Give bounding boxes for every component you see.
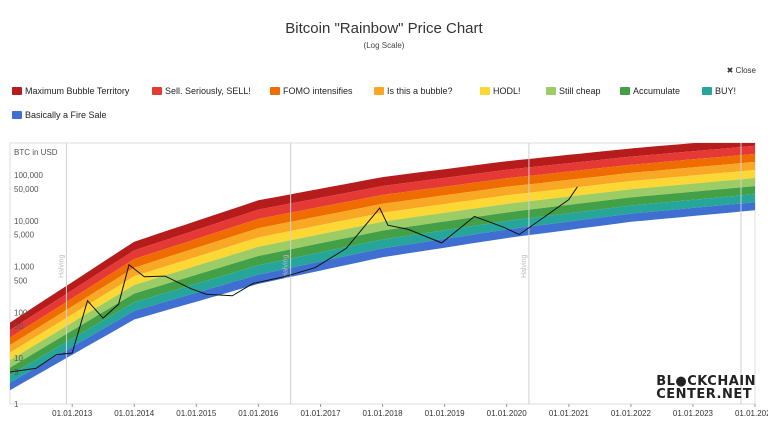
halving-label: Halving (283, 255, 290, 278)
y-axis-title: BTC in USD (14, 148, 58, 157)
x-tick-label: 01.01.2018 (363, 409, 404, 418)
legend-label: Accumulate (633, 86, 681, 96)
y-tick-label: 10 (14, 354, 23, 363)
legend-swatch (270, 87, 280, 95)
legend-swatch (620, 87, 630, 95)
x-tick-label: 01.01.2022 (611, 409, 652, 418)
x-tick-label: 01.01.2023 (673, 409, 714, 418)
legend-label: HODL! (493, 86, 521, 96)
y-tick-label: 1,000 (14, 263, 35, 272)
x-tick-label: 01.01.2016 (238, 409, 279, 418)
legend-item-4[interactable]: Is this a bubble? (374, 86, 453, 96)
legend-swatch (702, 87, 712, 95)
y-tick-label: 5 (14, 368, 19, 377)
y-tick-label: 100 (14, 308, 28, 317)
x-tick-label: 01.01.2024 (735, 409, 768, 418)
legend-swatch (374, 87, 384, 95)
legend-label: BUY! (715, 86, 737, 96)
y-tick-label: 50 (14, 322, 23, 331)
x-tick-label: 01.01.2020 (487, 409, 528, 418)
x-tick-label: 01.01.2019 (425, 409, 466, 418)
rainbow-band-1 (10, 143, 755, 331)
legend-label: Maximum Bubble Territory (25, 86, 130, 96)
legend-swatch (546, 87, 556, 95)
brand-line-2: CENTER.NET (656, 387, 753, 402)
y-tick-label: 1 (14, 400, 19, 409)
legend-swatch (152, 87, 162, 95)
y-tick-label: 5,000 (14, 231, 35, 240)
legend-item-6[interactable]: Still cheap (546, 86, 601, 96)
x-tick-label: 01.01.2021 (549, 409, 590, 418)
brand-line-1: BL●CKCHAIN (656, 374, 756, 389)
legend-label: Sell. Seriously, SELL! (165, 86, 251, 96)
legend-item-3[interactable]: FOMO intensifies (270, 86, 353, 96)
x-tick-label: 01.01.2013 (52, 409, 93, 418)
x-tick-label: 01.01.2014 (114, 409, 155, 418)
y-tick-label: 50,000 (14, 185, 39, 194)
legend-swatch (12, 111, 22, 119)
blockchaincenter-logo: BL●CKCHAIN CENTER.NET (656, 375, 756, 401)
halving-label: Halving (58, 255, 65, 278)
legend-label: Is this a bubble? (387, 86, 453, 96)
legend-item-2[interactable]: Sell. Seriously, SELL! (152, 86, 251, 96)
chart-subtitle: (Log Scale) (363, 41, 405, 50)
y-tick-label: 10,000 (14, 217, 39, 226)
rainbow-bands (10, 143, 755, 391)
y-tick-label: 500 (14, 276, 28, 285)
y-tick-label: 100,000 (14, 171, 43, 180)
legend-item-8[interactable]: BUY! (702, 86, 736, 96)
legend-label: Still cheap (559, 86, 601, 96)
x-tick-label: 01.01.2017 (301, 409, 342, 418)
close-button[interactable]: ✖ Close (726, 66, 756, 75)
legend-label: FOMO intensifies (283, 86, 353, 96)
price-line (10, 186, 578, 373)
legend-swatch (12, 87, 22, 95)
legend-item-1[interactable]: Maximum Bubble Territory (12, 86, 129, 96)
legend-label: Basically a Fire Sale (25, 110, 107, 120)
legend-item-9[interactable]: Basically a Fire Sale (12, 110, 107, 120)
halving-label: Halving (521, 255, 528, 278)
legend-item-5[interactable]: HODL! (480, 86, 521, 96)
legend-item-7[interactable]: Accumulate (620, 86, 680, 96)
chart-title: Bitcoin "Rainbow" Price Chart (285, 20, 483, 37)
x-tick-label: 01.01.2015 (176, 409, 217, 418)
legend-swatch (480, 87, 490, 95)
